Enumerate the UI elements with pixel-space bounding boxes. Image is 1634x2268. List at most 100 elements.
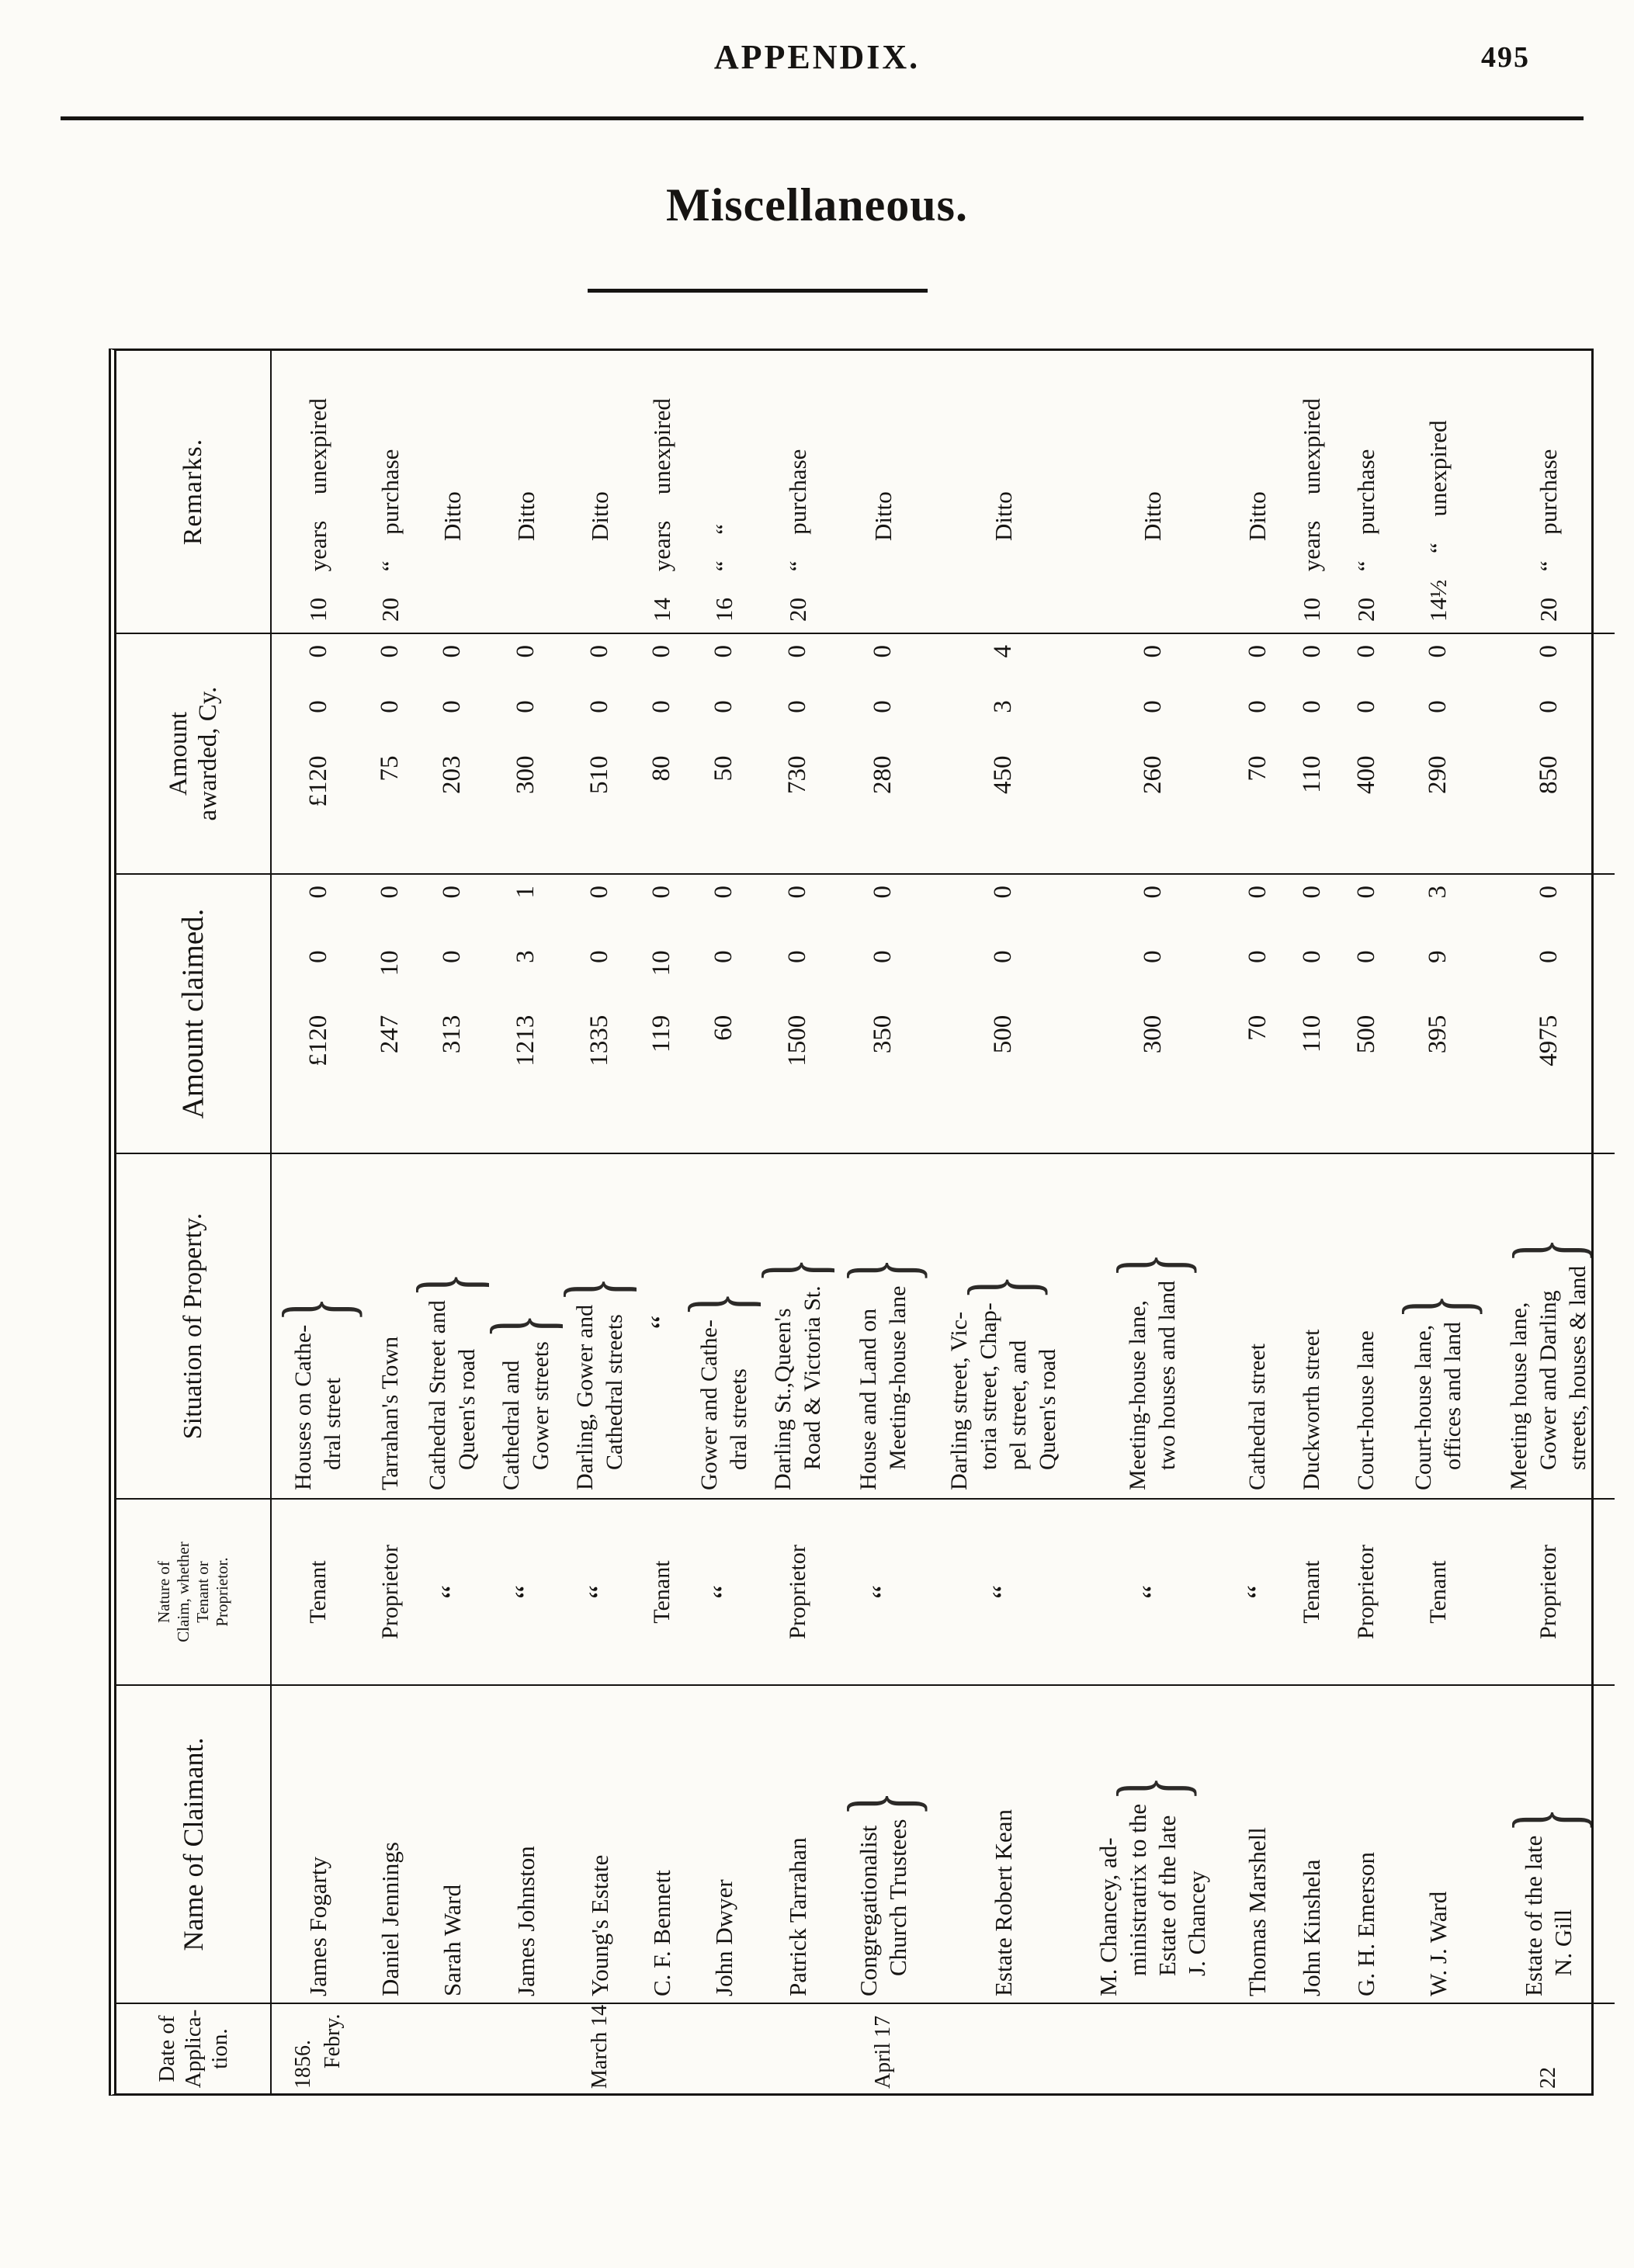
cell-remarks: Ditto	[931, 351, 1075, 634]
cell-claimed: 500 0 0	[1339, 875, 1393, 1154]
pounds: 260	[1138, 755, 1167, 795]
pence: 0	[783, 886, 811, 899]
pounds: 80	[647, 755, 675, 782]
pounds: 510	[585, 755, 613, 795]
running-title: APPENDIX.	[713, 38, 921, 76]
cell-content: G. H. Emerson	[1351, 1686, 1381, 1996]
amount-value: £120 0 0	[304, 634, 333, 873]
ditto-mark: “	[508, 1585, 543, 1599]
pounds: 75	[376, 755, 404, 782]
shillings: 0	[304, 950, 332, 963]
cell-nature: “	[1075, 1500, 1230, 1686]
amount-value: 300 0 0	[512, 634, 540, 873]
cell-lines: 22	[1534, 2067, 1563, 2089]
cell-situation: Duckworth street	[1285, 1154, 1339, 1500]
pounds: 247	[376, 1014, 404, 1054]
ditto-mark: “	[866, 1585, 900, 1599]
remark-value: 10 years unexpired	[304, 398, 331, 622]
brace-glyph: }	[834, 1791, 931, 1816]
pounds: 280	[869, 755, 897, 795]
ditto-mark: “	[435, 1585, 470, 1599]
cell-line: Daniel Jennings	[376, 1842, 404, 1996]
shillings: 0	[1138, 700, 1167, 713]
cell-line: toria street, Chap-	[975, 1302, 1001, 1470]
cell-nature: Proprietor	[1483, 1500, 1615, 1686]
claims-table: Date of Applica-tion. Name of Claimant. Nat…	[109, 349, 1615, 2096]
cell-lines: Cathedral Street and Queen's road	[423, 1300, 482, 1490]
amount-value: 4975 0 0	[1535, 875, 1563, 1153]
cell-lines: Young's Estate	[585, 1855, 615, 1996]
cell-line: Tenant or	[193, 1561, 212, 1623]
remark-value: 10 years unexpired	[1298, 398, 1325, 622]
pence: 0	[1138, 886, 1167, 899]
nature-value: Proprietor	[1353, 1545, 1379, 1639]
nature-value: Tenant	[648, 1560, 675, 1624]
cell-line: Meeting-house lane,	[1125, 1300, 1150, 1490]
cell-content: Duckworth street	[1297, 1154, 1327, 1490]
cell-lines: Patrick Tarrahan	[783, 1837, 813, 1996]
cell-awarded: £120 0 0	[272, 634, 365, 875]
remark-value: Ditto	[989, 491, 1017, 541]
shillings: 0	[1138, 950, 1167, 963]
cell-nature: Proprietor	[365, 1500, 415, 1686]
cell-content: 22	[1534, 2004, 1563, 2089]
brace-glyph: }	[949, 1274, 1056, 1300]
cell-nature: “	[489, 1500, 563, 1686]
ditto-mark: “	[644, 1315, 679, 1330]
cell-line: John Kinshela	[1298, 1859, 1325, 1996]
cell-awarded: 290 0 0	[1393, 634, 1483, 875]
pounds: 290	[1424, 755, 1452, 795]
cell-line: Date of	[154, 2015, 179, 2082]
page-number: 495	[1481, 41, 1530, 74]
title-rule	[588, 289, 928, 293]
cell-content: Remarks.	[179, 439, 208, 545]
brace-glyph: }	[489, 1314, 563, 1339]
amount-value: 280 0 0	[869, 634, 897, 873]
shillings: 0	[438, 700, 466, 713]
cell-line: offices and land	[1439, 1321, 1466, 1470]
cell-line: Amount claimed.	[176, 908, 210, 1119]
cell-line: Houses on Cathe-	[290, 1324, 316, 1490]
amount-value: 1335 0 0	[585, 875, 614, 1153]
brace-glyph: }	[1493, 1238, 1602, 1263]
shillings: 0	[709, 950, 737, 963]
remark-value: Ditto	[1244, 491, 1271, 541]
remark-value: 20 “ purchase	[1352, 449, 1379, 622]
amount-value: 70 0 0	[1244, 634, 1272, 873]
shillings: 0	[1243, 700, 1271, 713]
brace-glyph: }	[1493, 1807, 1602, 1833]
cell-nature: Proprietor	[761, 1500, 834, 1686]
cell-content: House and Land on Meeting-house lane}	[834, 1154, 931, 1490]
cell-remarks: 10 years unexpired	[1285, 351, 1339, 634]
amount-value: 119 10 0	[647, 875, 676, 1153]
shillings: 10	[376, 950, 404, 976]
cell-claimed: £120 0 0	[272, 875, 365, 1154]
cell-lines: 1856. Febry.	[289, 2013, 348, 2089]
cell-nature: Tenant	[272, 1500, 365, 1686]
pence: 0	[1534, 645, 1563, 658]
pence: 0	[869, 886, 897, 899]
cell-name: Sarah Ward	[415, 1686, 489, 2004]
shillings: 10	[647, 950, 675, 976]
cell-date: April 17	[834, 2004, 931, 2093]
nature-value: Proprietor	[376, 1545, 403, 1639]
pence: 4	[989, 645, 1017, 658]
amount-value: 247 10 0	[376, 875, 404, 1153]
cell-lines: April 17	[869, 2016, 898, 2089]
cell-remarks: Ditto	[1230, 351, 1285, 634]
cell-lines: James Johnston	[512, 1846, 541, 1996]
cell-lines: Estate of the late N. Gill	[1519, 1836, 1578, 1996]
header-situation: Situation of Property.	[116, 1154, 272, 1500]
pounds: 70	[1243, 1014, 1271, 1041]
pounds: 850	[1534, 755, 1563, 795]
pence: 0	[304, 886, 332, 899]
cell-situation: Tarrahan's Town	[365, 1154, 415, 1500]
cell-awarded: 260 0 0	[1075, 634, 1230, 875]
cell-claimed: 119 10 0	[637, 875, 687, 1154]
remark-value: Ditto	[869, 491, 897, 541]
cell-line: tion.	[207, 2028, 232, 2069]
cell-content: Date of Applica-tion.	[154, 2010, 233, 2088]
cell-awarded: 75 0 0	[365, 634, 415, 875]
cell-line: Claim, whether	[174, 1541, 193, 1642]
cell-line: Name of Claimant.	[178, 1737, 209, 1951]
